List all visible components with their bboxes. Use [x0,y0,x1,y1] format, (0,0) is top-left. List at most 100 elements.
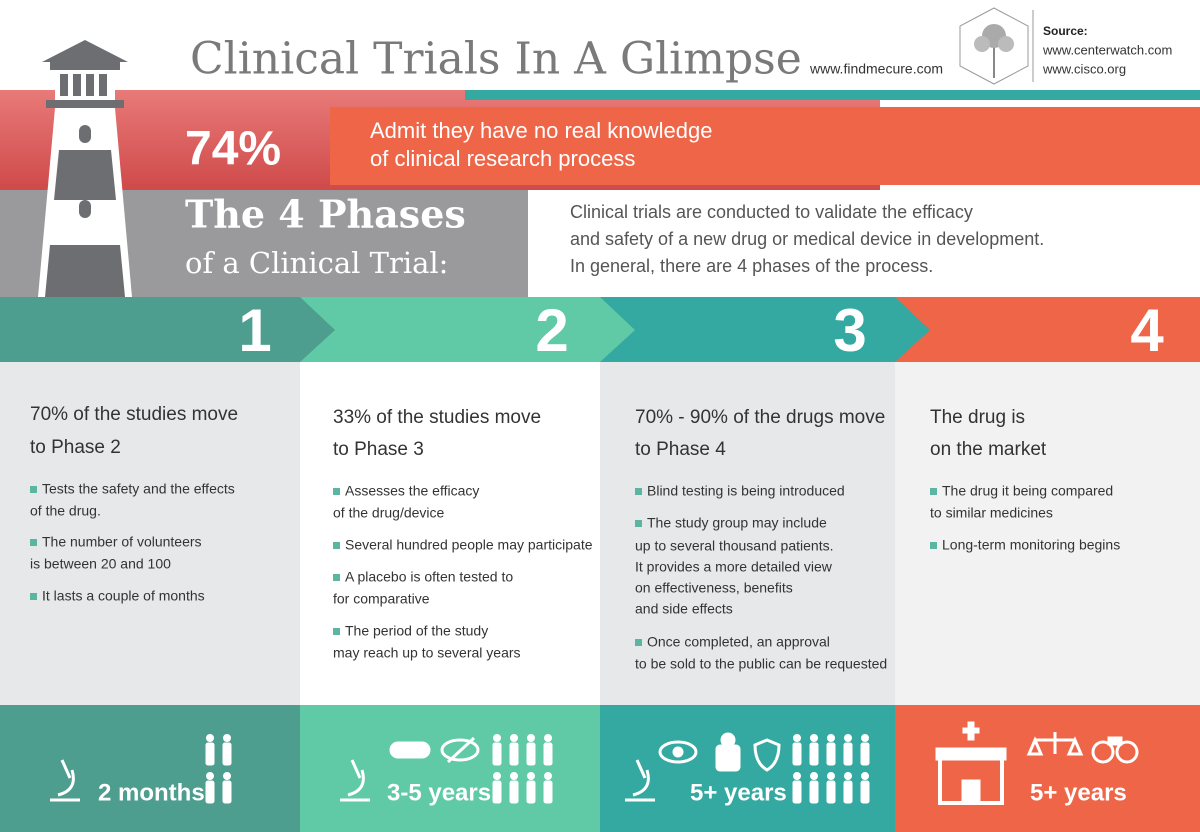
bullet-text: for comparative [333,591,430,607]
phase-footer [300,705,600,832]
person-icon [809,742,819,766]
person-icon [809,780,819,804]
person-icon [492,742,502,766]
bullet-text: Assesses the efficacy [345,483,479,499]
person-icon [827,772,835,780]
person-icon [222,780,232,804]
person-icon [843,742,853,766]
person-icon [526,780,536,804]
person-icon [861,772,869,780]
bullet-marker [635,488,642,495]
phase-panel [600,362,895,705]
bullet-marker [930,542,937,549]
phase-panel [300,362,600,705]
phase-heading: to Phase 4 [635,439,726,460]
bullet-text: up to several thousand patients. [635,538,833,554]
person-icon [223,734,231,742]
bullet-text: is between 20 and 100 [30,556,171,572]
phase-duration: 3-5 years [387,779,491,806]
phase-duration: 5+ years [1030,779,1127,806]
intro-text: and safety of a new drug or medical devi… [570,229,1044,249]
bullet-text: may reach up to several years [333,645,521,661]
title: Clinical Trials In A Glimpse [190,34,802,85]
bullet-marker [30,539,37,546]
bullet-text: to be sold to the public can be requeste… [635,656,887,672]
source: www.centerwatch.com [1042,42,1172,57]
store-scale-binocular-icons [935,721,1139,805]
person-icon [810,734,818,742]
source: www.cisco.org [1042,61,1126,76]
phase-heading: 33% of the studies move [333,407,541,428]
bullet-text: on effectiveness, benefits [635,580,793,596]
website: www.findmecure.com [809,61,943,77]
phase-panel [0,362,300,705]
bullet-text: of the drug/device [333,505,445,521]
phase-heading: 70% - 90% of the drugs move [635,407,885,428]
bullet-text: Several hundred people may participate [345,537,593,553]
stat-text: Admit they have no real knowledge [370,118,712,143]
bullet-text: of the drug. [30,503,101,519]
person-icon [810,772,818,780]
stat-box [330,107,1200,185]
phase-number: 2 [535,297,568,364]
phase-footer [895,705,1200,832]
person-icon [543,780,553,804]
bullet-marker [30,486,37,493]
phase-heading: 70% of the studies move [30,404,238,425]
phase-arrows [0,297,1200,362]
person-icon [544,772,552,780]
bullet-text: The drug it being compared [942,483,1113,499]
bullet-text: A placebo is often tested to [345,569,513,585]
bullet-text: Long-term monitoring begins [942,537,1120,553]
person-icon [543,742,553,766]
pill-eye-icons [389,732,781,772]
lighthouse [38,40,132,297]
person-icon [843,780,853,804]
person-icon [827,734,835,742]
bullet-marker [635,639,642,646]
person-icon [844,772,852,780]
person-icon [527,772,535,780]
person-icon [493,772,501,780]
phase-footer [0,705,300,832]
bullet-text: It provides a more detailed view [635,559,833,575]
bullet-marker [333,628,340,635]
source-label: Source: [1043,24,1088,38]
person-icon [206,772,214,780]
person-icon [493,734,501,742]
intro-subtitle: of a Clinical Trial: [185,246,448,280]
person-icon [527,734,535,742]
person-icon [860,742,870,766]
bullet-marker [635,520,642,527]
person-icon [510,734,518,742]
phase-duration: 2 months [98,779,205,806]
phase-duration: 5+ years [690,779,787,806]
bullet-text: to similar medicines [930,505,1053,521]
stat-value: 74% [185,123,281,176]
person-icon [792,742,802,766]
accent-strip [465,90,1200,100]
person-icon [544,734,552,742]
person-icon [793,734,801,742]
person-icon [826,742,836,766]
person-icon [793,772,801,780]
person-icon [222,742,232,766]
phase-number: 4 [1130,297,1164,364]
microscope-icon [50,759,655,802]
person-icon [223,772,231,780]
bullet-text: The period of the study [345,623,488,639]
person-icon [826,780,836,804]
phase-number: 1 [238,297,271,364]
person-icon [205,780,215,804]
bullet-text: Tests the safety and the effects [42,481,235,497]
person-icon [492,780,502,804]
person-icon [510,772,518,780]
person-icon [205,742,215,766]
bullet-text: The number of volunteers [42,534,202,550]
phase-panel [895,362,1200,705]
intro-title: The 4 Phases [185,192,466,237]
intro-text: Clinical trials are conducted to validat… [570,202,973,222]
person-icon [509,742,519,766]
